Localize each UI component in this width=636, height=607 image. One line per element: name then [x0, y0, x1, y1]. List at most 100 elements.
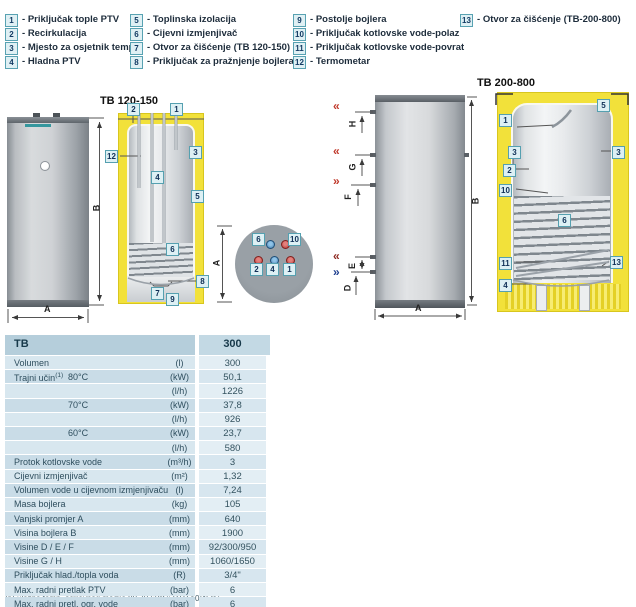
flow-mark: «: [333, 99, 340, 113]
row-value: 3/4": [224, 570, 241, 582]
row-unit: (mm): [169, 513, 190, 524]
tank-photo-nub: [53, 113, 60, 117]
diagram-title-tb120: TB 120-150: [99, 95, 159, 107]
connector-right: [464, 153, 469, 157]
callout-6-top: 6: [252, 233, 265, 246]
table-header-row: TB 300: [5, 335, 270, 355]
legend-item: 11- Priključak kotlovske vode-povrat: [293, 42, 464, 55]
callout-9: 9: [166, 293, 179, 306]
thermometer-dot: [40, 161, 50, 171]
legend-number-badge: 9: [293, 14, 306, 27]
row-label: Volumen: [14, 357, 50, 368]
row-value: 37,8: [223, 400, 242, 412]
legend-item: 13- Otvor za čišćenje (TB-200-800): [460, 14, 621, 27]
table-row: Max. radni pretlak PTV (bar) 6: [5, 583, 266, 597]
row-value: 6: [229, 598, 236, 607]
legend-number-badge: 4: [5, 56, 18, 69]
row-label: Cijevni izmjenjivač: [14, 471, 88, 481]
table-row: Max. radni pretl. ogr. vode (bar) 6: [5, 597, 266, 607]
callout-7: 7: [151, 287, 164, 300]
legend-number-badge: 5: [130, 14, 143, 27]
row-label: Masa bojlera: [14, 499, 66, 510]
legend-number-badge: 7: [130, 42, 143, 55]
row-unit: (l/h): [171, 442, 188, 453]
legend-label: Priključak za pražnjenje bojlera: [152, 56, 294, 67]
row-unit: (bar): [169, 584, 189, 595]
row-unit: (l): [175, 357, 184, 368]
callout-5-tb200: 5: [597, 99, 610, 112]
flow-mark: «: [333, 249, 340, 263]
row-value: 640: [224, 513, 241, 525]
tank-photo-body: [7, 117, 89, 307]
spec-table: TB 300 Volumen (l) 300 Trajni učin(1) 80°C(…: [5, 335, 270, 607]
tank-body: [375, 95, 465, 308]
table-row: Cijevni izmjenjivač (m²) 1,32: [5, 469, 266, 483]
dim-label-f: F: [342, 194, 353, 200]
row-label: Visina bojlera B: [14, 527, 77, 538]
table-row: Trajni učin(1) 80°C (kW) 50,1: [5, 370, 266, 384]
row-value: 300: [224, 357, 241, 369]
row-label: Visine D / E / F: [14, 541, 74, 552]
legend-item: 2- Recirkulacija: [5, 28, 86, 41]
row-unit: (l/h): [171, 414, 188, 425]
row-unit: (kW): [170, 400, 189, 411]
legend-number-badge: 11: [293, 42, 306, 55]
dim-label-a-topview: A: [211, 259, 222, 267]
row-value: 1226: [221, 385, 244, 397]
legend-item: 8- Priključak za pražnjenje bojlera: [130, 56, 294, 69]
callout-8: 8: [196, 275, 209, 288]
row-label: Max. radni pretl. ogr. vode: [14, 598, 119, 607]
tank-leg: [579, 285, 590, 311]
heat-exchanger-coil-tb200: [514, 196, 610, 280]
legend-label: Recirkulacija: [27, 28, 87, 39]
row-value: 105: [224, 499, 241, 511]
connector-d: [370, 270, 376, 274]
tank-photo-tb200: [370, 95, 469, 308]
row-unit: (m²): [171, 471, 188, 481]
dim-label-a-photo: A: [44, 304, 51, 314]
row-unit: (l): [175, 485, 184, 496]
dim-label-g: G: [347, 163, 358, 171]
row-label: Volumen vode u cijevnom izmjenjivaču: [14, 485, 169, 496]
table-row: (l/h) 926: [5, 412, 266, 426]
table-row: 60°C (kW) 23,7: [5, 426, 266, 441]
table-row: Priključak hlad./topla voda (R) 3/4": [5, 568, 266, 582]
legend-number-badge: 8: [130, 56, 143, 69]
callout-2: 2: [127, 103, 140, 116]
row-label: Protok kotlovske vode: [14, 456, 103, 467]
tank-photo-teal-stripe: [25, 124, 51, 127]
connector-g: [370, 153, 376, 157]
callout-11-tb200: 11: [499, 257, 512, 270]
row-unit: (bar): [169, 598, 189, 607]
dim-label-e: E: [347, 262, 358, 270]
table-row: Vanjski promjer A (mm) 640: [5, 512, 266, 526]
row-unit: (kW): [170, 371, 189, 382]
table-model-label: TB: [14, 338, 29, 350]
row-label: Visine G / H: [14, 556, 62, 567]
dim-label-d: D: [342, 284, 353, 292]
callout-3: 3: [189, 146, 202, 159]
legend-item: 7- Otvor za čišćenje (TB 120-150): [130, 42, 290, 55]
table-row: Visine D / E / F (mm) 92/300/950: [5, 540, 266, 554]
legend-item: 1- Priključak tople PTV: [5, 14, 119, 27]
legend-number-badge: 12: [293, 56, 306, 69]
table-row: (l/h) 580: [5, 441, 266, 455]
callout-1-tb200: 1: [499, 114, 512, 127]
row-value: 3: [229, 456, 236, 468]
callout-1-top: 1: [283, 263, 296, 276]
legend-label: Priključak tople PTV: [27, 14, 120, 25]
table-row: Protok kotlovske vode (m³/h) 3: [5, 455, 266, 469]
row-label: Trajni učin(1): [14, 371, 64, 383]
legend-item: 3- Mjesto za osjetnik temp.: [5, 42, 137, 55]
row-unit: (kg): [171, 499, 188, 510]
legend-item: 9- Postolje bojlera: [293, 14, 387, 27]
row-label: Priključak hlad./topla voda: [14, 570, 119, 581]
row-value: 926: [224, 414, 241, 426]
row-unit: (mm): [169, 541, 190, 552]
legend-number-badge: 3: [5, 42, 18, 55]
tank-photo-top-cap: [7, 117, 89, 123]
callout-4: 4: [151, 171, 164, 184]
connector-h: [370, 110, 376, 114]
dim-label-a-tb200: A: [415, 303, 422, 313]
